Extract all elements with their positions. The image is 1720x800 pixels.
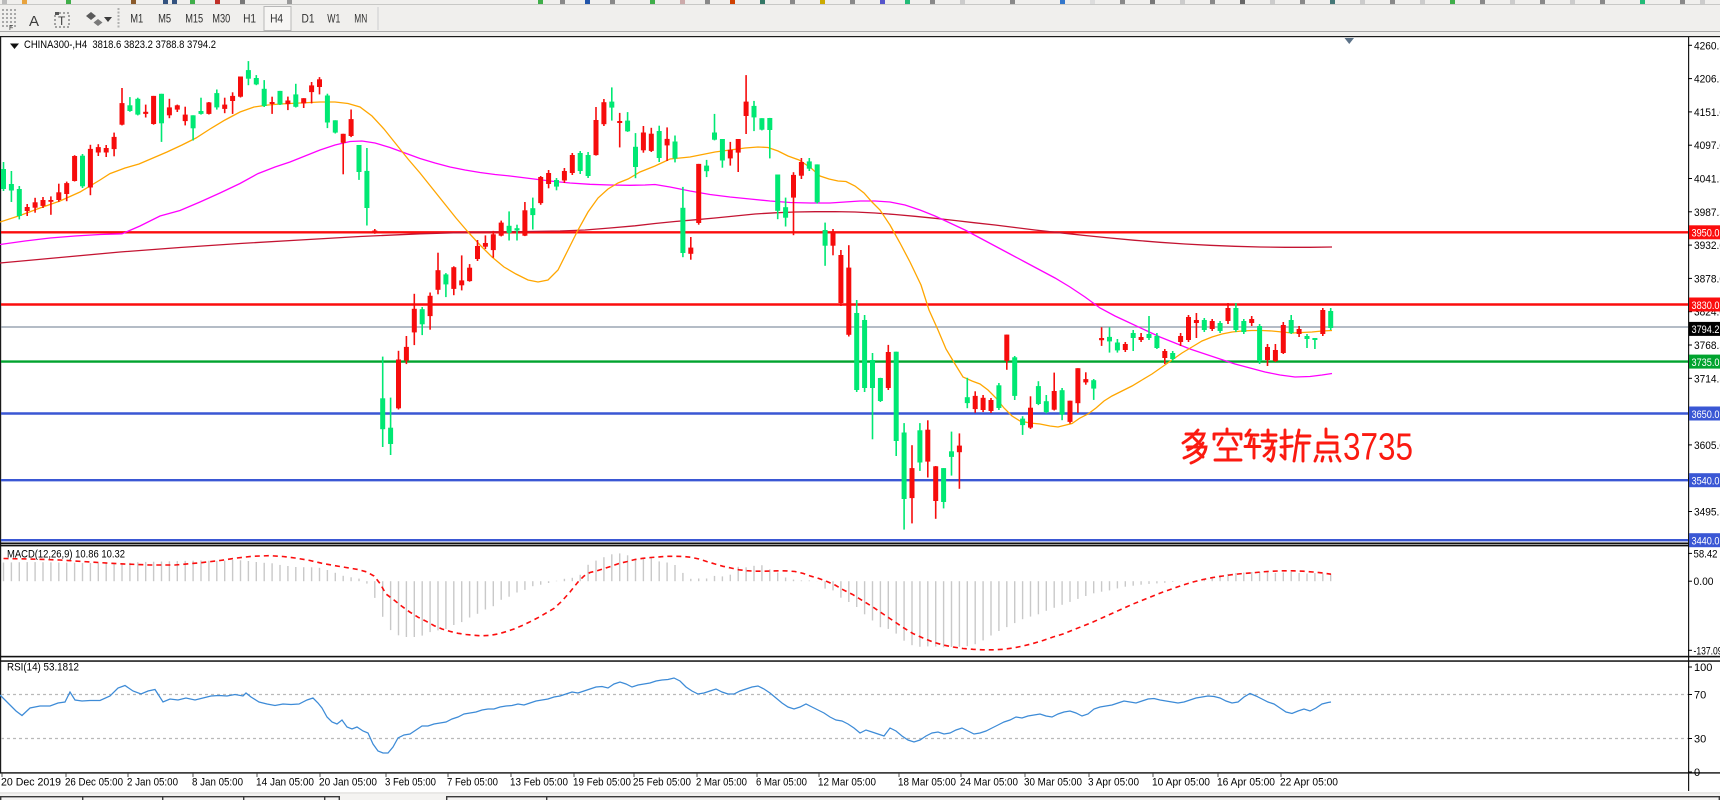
svg-text:58.42: 58.42 xyxy=(1694,548,1718,560)
svg-text:24 Mar 05:00: 24 Mar 05:00 xyxy=(960,777,1018,789)
svg-text:0.00: 0.00 xyxy=(1694,576,1714,588)
svg-text:0: 0 xyxy=(1694,767,1700,779)
svg-text:4041.5: 4041.5 xyxy=(1694,174,1720,186)
svg-text:12 Mar 05:00: 12 Mar 05:00 xyxy=(818,777,876,789)
svg-text:70: 70 xyxy=(1694,690,1706,702)
svg-text:100: 100 xyxy=(1694,662,1712,674)
svg-text:4260.5: 4260.5 xyxy=(1694,40,1720,52)
svg-text:10 Apr 05:00: 10 Apr 05:00 xyxy=(1152,777,1210,789)
svg-text:H1: H1 xyxy=(243,12,256,26)
svg-text:8 Jan 05:00: 8 Jan 05:00 xyxy=(192,777,243,789)
svg-text:3735.0: 3735.0 xyxy=(1692,357,1720,369)
svg-text:MACD(12,26,9) 10.86 10.32: MACD(12,26,9) 10.86 10.32 xyxy=(7,549,125,561)
svg-text:MN: MN xyxy=(354,12,367,26)
svg-text:6 Mar 05:00: 6 Mar 05:00 xyxy=(756,777,807,789)
svg-text:D1: D1 xyxy=(302,12,315,26)
svg-text:T: T xyxy=(58,14,66,28)
svg-text:3830.0: 3830.0 xyxy=(1692,300,1720,312)
svg-text:3878.0: 3878.0 xyxy=(1694,273,1720,285)
svg-text:20 Jan 05:00: 20 Jan 05:00 xyxy=(319,777,377,789)
svg-text:20 Dec 2019: 20 Dec 2019 xyxy=(1,777,61,789)
svg-text:19 Feb 05:00: 19 Feb 05:00 xyxy=(573,777,631,789)
svg-text:7 Feb 05:00: 7 Feb 05:00 xyxy=(447,777,498,789)
svg-text:3987.5: 3987.5 xyxy=(1694,207,1720,219)
svg-text:18 Mar 05:00: 18 Mar 05:00 xyxy=(898,777,956,789)
svg-text:26 Dec 05:00: 26 Dec 05:00 xyxy=(65,777,123,789)
svg-text:3794.2: 3794.2 xyxy=(1692,324,1720,336)
svg-text:22 Apr 05:00: 22 Apr 05:00 xyxy=(1280,777,1338,789)
svg-text:13 Feb 05:00: 13 Feb 05:00 xyxy=(510,777,568,789)
svg-text:M5: M5 xyxy=(158,12,171,26)
svg-text:3932.0: 3932.0 xyxy=(1694,240,1720,252)
svg-text:H4: H4 xyxy=(270,12,283,26)
svg-text:3768.5: 3768.5 xyxy=(1694,340,1720,352)
svg-text:RSI(14) 53.1812: RSI(14) 53.1812 xyxy=(7,662,79,674)
svg-text:4097.0: 4097.0 xyxy=(1694,140,1720,152)
svg-text:2 Mar 05:00: 2 Mar 05:00 xyxy=(696,777,747,789)
svg-text:3 Feb 05:00: 3 Feb 05:00 xyxy=(385,777,436,789)
svg-text:3605.0: 3605.0 xyxy=(1694,440,1720,452)
svg-text:CHINA300-,H4 3818.6 3823.2 37: CHINA300-,H4 3818.6 3823.2 3788.8 3794.2 xyxy=(24,39,216,51)
svg-text:3540.0: 3540.0 xyxy=(1692,476,1720,488)
svg-text:W1: W1 xyxy=(327,12,340,26)
svg-text:16 Apr 05:00: 16 Apr 05:00 xyxy=(1217,777,1275,789)
svg-text:3495.5: 3495.5 xyxy=(1694,507,1720,519)
svg-text:30 Mar 05:00: 30 Mar 05:00 xyxy=(1024,777,1082,789)
svg-text:14 Jan 05:00: 14 Jan 05:00 xyxy=(256,777,314,789)
svg-text:M15: M15 xyxy=(185,12,203,26)
svg-text:3650.0: 3650.0 xyxy=(1692,409,1720,421)
svg-text:4151.0: 4151.0 xyxy=(1694,107,1720,119)
svg-text:3735: 3735 xyxy=(1343,427,1413,469)
svg-text:4206.5: 4206.5 xyxy=(1694,74,1720,86)
svg-text:A: A xyxy=(29,13,39,30)
svg-text:25 Feb 05:00: 25 Feb 05:00 xyxy=(633,777,691,789)
svg-text:3950.0: 3950.0 xyxy=(1692,228,1720,240)
svg-text:F: F xyxy=(9,25,13,32)
svg-text:3714.5: 3714.5 xyxy=(1694,373,1720,385)
svg-text:30: 30 xyxy=(1694,734,1706,746)
svg-text:2 Jan 05:00: 2 Jan 05:00 xyxy=(127,777,178,789)
svg-text:3440.0: 3440.0 xyxy=(1692,536,1720,548)
svg-text:M1: M1 xyxy=(130,12,143,26)
svg-text:M30: M30 xyxy=(212,12,230,26)
svg-text:-137.09: -137.09 xyxy=(1694,645,1720,657)
svg-text:3 Apr 05:00: 3 Apr 05:00 xyxy=(1088,777,1139,789)
